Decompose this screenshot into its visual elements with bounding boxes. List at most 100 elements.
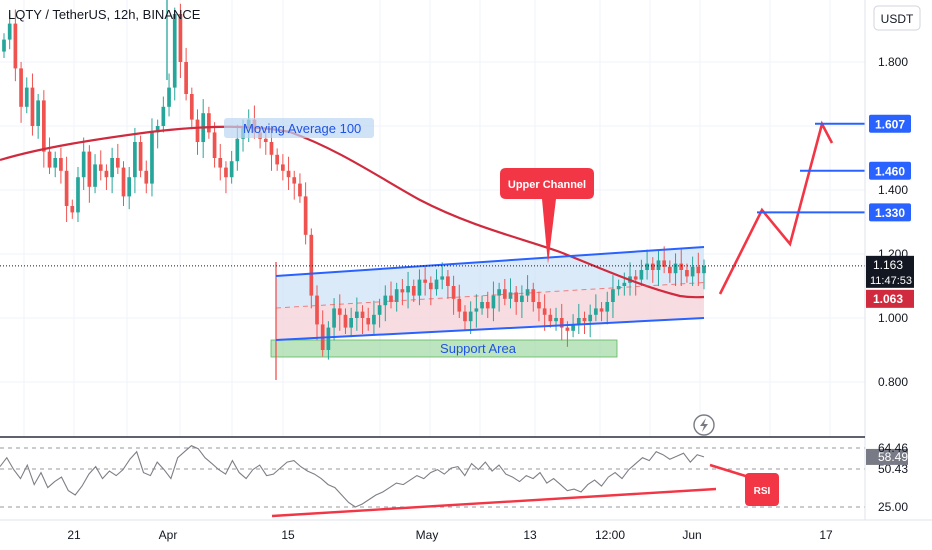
candle [47,137,52,174]
candle [167,73,171,117]
rsi-label: RSI [754,486,771,497]
candle [2,33,6,58]
candle [360,305,365,334]
time-tick-label: 17 [819,528,833,542]
candle [224,161,228,194]
candle [463,305,467,331]
time-tick-label: Apr [159,528,178,542]
candle [417,269,422,306]
moving-average-label-bg [224,118,374,138]
candle [377,298,382,328]
candle-countdown: 11:47:53 [870,275,912,287]
currency-button-bg [873,5,921,31]
candle [178,3,183,78]
candles [2,0,706,380]
rsi-callout[interactable]: RSI [745,473,779,506]
candle [30,73,35,136]
candle [656,250,661,286]
candle [474,294,479,328]
candle [189,87,194,130]
rsi-callout-box [745,473,779,506]
price-tick-label: 1.800 [878,55,908,69]
channel-lower-line[interactable] [275,317,705,341]
candle [87,145,92,203]
moving-average-line[interactable] [0,125,705,299]
rsi-current-badge [866,448,908,465]
candle [127,166,132,210]
support-area-group [270,339,618,358]
candle [491,281,496,322]
candle [212,122,217,168]
candle [582,311,587,334]
candle [286,156,291,190]
rsi-tick-label: 64.46 [878,441,908,455]
time-tick-label: 21 [67,528,81,542]
channel-upper-line[interactable] [275,246,705,277]
candle [497,282,501,312]
rsi-tick-label: 25.00 [878,500,908,514]
support-area-label: Support Area [440,341,517,356]
candle [594,294,598,322]
candle [13,9,18,82]
candle [508,278,513,309]
support-area-box[interactable] [270,339,618,358]
candle [155,119,160,149]
upper-channel-callout[interactable]: Upper Channel [500,168,594,264]
symbol-title[interactable]: LQTY / TetherUS, 12h, BINANCE [8,7,201,22]
candle [115,143,120,174]
currency-button[interactable]: USDT [873,5,921,31]
time-tick-label: 13 [523,528,537,542]
candle [298,173,302,203]
candle [639,259,644,286]
candle [685,263,689,283]
candle [349,307,354,338]
candle [337,294,342,331]
candle [622,272,627,296]
candle [144,160,149,194]
candle [229,150,234,184]
lightning-icon[interactable] [693,414,715,436]
candle [702,259,706,290]
candle [611,275,615,318]
price-level-lines [757,122,865,214]
candle [542,294,547,331]
rsi-line[interactable] [0,445,705,508]
time-axis[interactable]: 21 Apr 15 May 13 12:00 Jun 17 [67,528,833,542]
candle [41,90,46,168]
price-level-value: 1.330 [875,206,905,220]
price-level-badges: 1.607 1.460 1.330 [869,114,911,222]
candle [576,303,581,334]
price-tick-label: 1.000 [878,311,908,325]
candle [423,265,427,296]
candle [485,291,490,318]
candle [440,262,445,290]
time-tick-label: Jun [682,528,701,542]
rsi-trend-line[interactable] [271,487,717,518]
rsi-pointer-line [709,463,753,480]
candle [383,285,388,322]
candle [303,182,308,245]
candle [207,106,211,139]
candle [428,276,433,306]
candle [24,77,29,114]
candle [275,148,280,171]
candle [537,291,541,322]
candle [690,256,695,286]
candle [554,307,558,331]
price-level-value: 1.460 [875,164,905,178]
candle [138,135,143,178]
candle [172,7,177,101]
candle [218,143,223,181]
candle [434,269,439,296]
channel-lower-fill [276,282,704,340]
projection-path[interactable] [718,120,834,295]
candle [104,164,109,190]
price-tick-label: 0.800 [878,375,908,389]
moving-average-annotation[interactable]: Moving Average 100 [224,118,374,138]
time-tick-label: 12:00 [595,528,625,542]
candle [599,302,604,322]
moving-average-badge-bg [866,289,914,308]
candle [292,170,297,200]
